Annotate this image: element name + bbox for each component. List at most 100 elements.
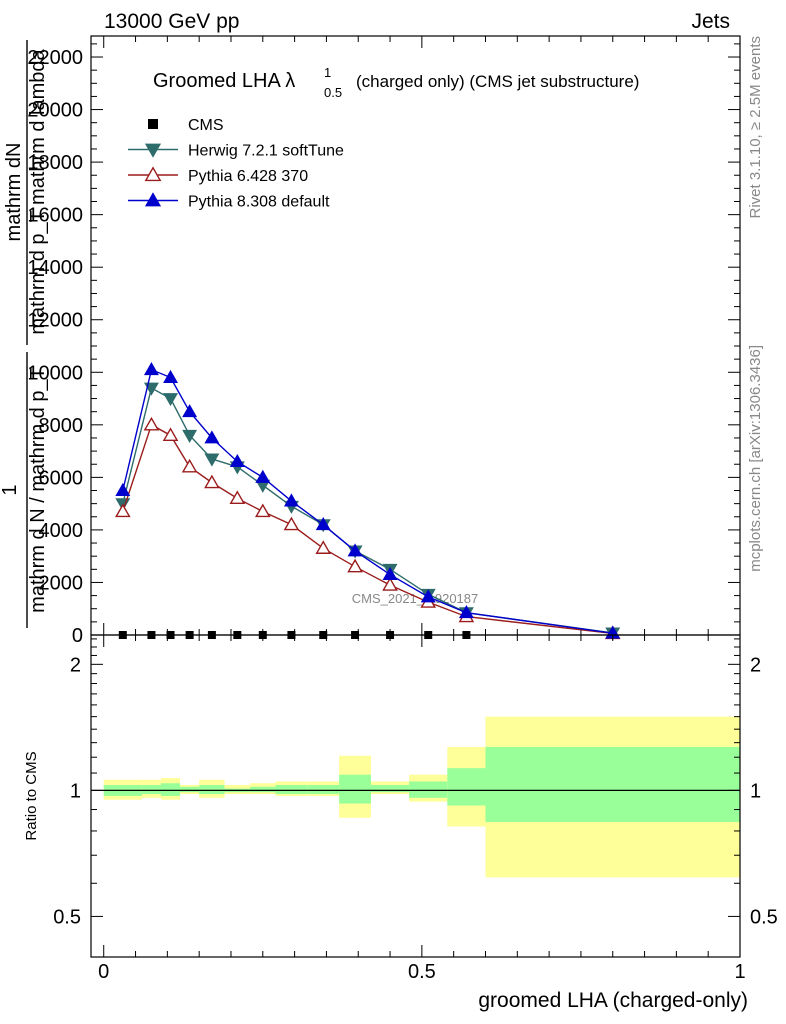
data-point xyxy=(315,517,331,531)
legend-label: Herwig 7.2.1 softTune xyxy=(188,143,344,160)
ylabel-line-4: mathrm d N / mathrm d p_T xyxy=(27,367,49,613)
ratio-band-inner xyxy=(199,784,225,795)
data-point xyxy=(182,404,198,418)
data-point xyxy=(204,474,220,489)
data-point xyxy=(163,369,178,383)
data-point xyxy=(255,469,271,483)
data-point xyxy=(283,516,300,531)
legend-label: Pythia 6.428 370 xyxy=(188,168,308,185)
data-point xyxy=(420,589,436,603)
data-point xyxy=(283,493,299,507)
main-y-tick-label: 20000 xyxy=(27,100,83,122)
data-point xyxy=(204,453,220,467)
ratio-y-tick-label-right: 2 xyxy=(750,654,761,676)
title-main: Groomed LHA λ xyxy=(153,70,295,92)
watermark-text: CMS_2021_I1920187 xyxy=(352,591,479,606)
data-point xyxy=(229,490,246,505)
title-sup: 1 xyxy=(324,65,331,80)
legend-item: Herwig 7.2.1 softTune xyxy=(128,143,344,160)
main-plot-panel: 0 2000 4000 6000 8000 10000 12000 14000 16000 180… xyxy=(27,35,741,647)
data-point xyxy=(458,605,474,619)
data-point xyxy=(382,577,398,591)
main-y-tick-label: 4000 xyxy=(39,520,84,542)
ratio-band-inner xyxy=(250,786,276,793)
ratio-y-label: Ratio to CMS xyxy=(23,751,40,840)
x-tick-label: 0.5 xyxy=(408,961,436,983)
main-y-tick-label: 10000 xyxy=(27,362,83,384)
legend-item: Pythia 8.308 default xyxy=(128,192,330,211)
data-point xyxy=(144,166,162,182)
data-point xyxy=(204,430,220,444)
ratio-band-inner xyxy=(339,774,371,804)
x-tick-label: 1 xyxy=(734,961,745,983)
data-point xyxy=(382,566,398,581)
data-point xyxy=(315,540,332,554)
series-line xyxy=(122,368,613,634)
data-point xyxy=(143,362,159,376)
ratio-band-inner xyxy=(370,784,410,793)
ylabel-line-3: 1 xyxy=(0,484,21,495)
data-point xyxy=(144,143,162,158)
legend: CMS Herwig 7.2.1 softTune Pythia 6.428 370… xyxy=(128,117,344,211)
data-point xyxy=(144,192,162,207)
data-point xyxy=(115,503,131,518)
ratio-band-inner xyxy=(160,783,181,796)
series-pythia-8-308-default xyxy=(115,362,621,639)
ratio-band-inner xyxy=(141,784,161,795)
main-y-tick-label: 18000 xyxy=(27,152,83,174)
title-sub: 0.5 xyxy=(324,85,342,100)
data-point xyxy=(347,543,363,557)
legend-item: CMS xyxy=(148,117,224,134)
main-y-tick-label: 12000 xyxy=(27,310,83,332)
main-y-tick-label: 8000 xyxy=(39,415,84,437)
main-y-tick-label: 0 xyxy=(72,625,83,647)
rivet-version-text: Rivet 3.1.10, ≥ 2.5M events xyxy=(747,36,764,219)
data-point xyxy=(229,453,245,468)
ratio-y-tick-label: 1 xyxy=(70,780,81,802)
main-y-tick-label: 16000 xyxy=(27,205,83,227)
main-y-tick-label: 6000 xyxy=(39,467,84,489)
data-point xyxy=(143,416,160,431)
ratio-y-tick-label-right: 1 xyxy=(750,780,761,802)
legend-item: Pythia 6.428 370 xyxy=(128,166,308,185)
data-point xyxy=(163,393,178,407)
ratio-uncertainty-bands xyxy=(103,716,740,878)
ratio-plot-panel: 0.5 0.51 12 2 0 0.5 1 Ratio to CMS groomed LH… xyxy=(23,634,778,1012)
legend-label: CMS xyxy=(188,117,224,134)
ratio-band-inner xyxy=(485,746,740,823)
legend-label: Pythia 8.308 default xyxy=(188,194,330,211)
ratio-band-inner xyxy=(275,784,308,795)
main-y-axis: 0 2000 4000 6000 8000 10000 12000 14000 16000 180… xyxy=(27,43,740,647)
x-tick-label: 0 xyxy=(98,961,109,983)
data-point xyxy=(162,427,179,441)
main-x-ticks xyxy=(103,36,741,635)
ratio-y-tick-label-right: 0.5 xyxy=(750,906,778,928)
main-y-tick-label: 22000 xyxy=(27,47,83,69)
data-point xyxy=(148,119,158,129)
ratio-band-inner xyxy=(180,786,200,793)
ratio-y-tick-label: 0.5 xyxy=(53,906,81,928)
ratio-plot-frame xyxy=(90,634,741,958)
ratio-x-axis: 0 0.5 1 xyxy=(98,635,746,983)
ratio-band-inner xyxy=(447,768,486,806)
data-point xyxy=(182,429,198,443)
main-y-axis-label: mathrm dN mathrm d p_T mathrm d lambda 1… xyxy=(0,40,49,628)
ylabel-line-2: mathrm d p_T mathrm d lambda xyxy=(27,48,49,334)
main-y-tick-label: 14000 xyxy=(27,257,83,279)
ratio-band-inner xyxy=(307,784,340,795)
ylabel-line-1: mathrm dN xyxy=(3,143,25,242)
data-point xyxy=(115,482,131,496)
data-point xyxy=(254,503,271,518)
x-axis-label: groomed LHA (charged-only) xyxy=(478,989,748,1012)
header-right: Jets xyxy=(691,10,730,33)
main-plot-title: Groomed LHA λ 1 0.5 (charged only) (CMS … xyxy=(153,65,639,100)
header-left: 13000 GeV pp xyxy=(104,10,239,33)
data-point xyxy=(181,458,198,473)
svg-text:Groomed LHA λ: Groomed LHA λ xyxy=(153,70,295,92)
main-y-tick-label: 2000 xyxy=(39,572,84,594)
ratio-y-tick-label: 2 xyxy=(70,654,81,676)
data-point xyxy=(347,558,363,573)
ratio-band-inner xyxy=(409,781,448,798)
title-rest: (charged only) (CMS jet substructure) xyxy=(356,72,639,91)
